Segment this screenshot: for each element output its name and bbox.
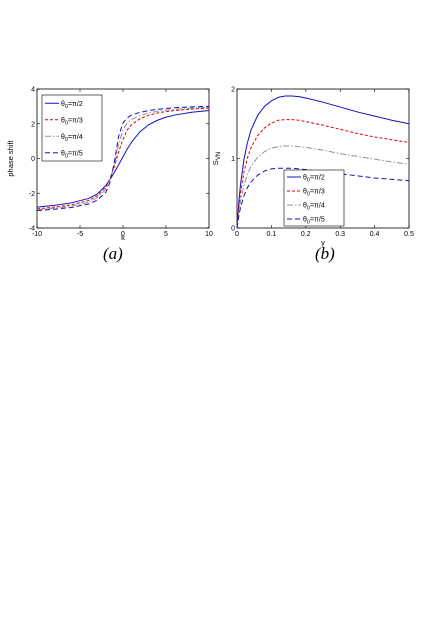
series-line-3 — [36, 106, 210, 211]
caption-a: (a) — [103, 244, 123, 263]
series-line-4 — [236, 167, 410, 229]
y-axis-label: SVN — [211, 152, 222, 165]
x-tick-label: 0.3 — [335, 231, 345, 238]
x-tick-label: -10 — [32, 231, 42, 238]
y-tick-label: -2 — [29, 191, 35, 198]
caption-b: (b) — [315, 244, 335, 263]
y-tick-label: 2 — [31, 121, 35, 128]
legend-box — [41, 94, 103, 162]
y-tick-label: -4 — [29, 226, 35, 233]
legend: θ0=π/2 θ0=π/3 θ0=π/4 θ0=π/5 — [41, 94, 103, 162]
y-tick-label: 0 — [231, 226, 235, 233]
legend-label-3: θ0=π/4 — [303, 203, 325, 212]
y-tick-label: 4 — [31, 87, 35, 94]
legend-label-4: θ0=π/5 — [61, 150, 83, 159]
chart-a-phase-shift: -10 -5 0 5 10 -4 -2 0 2 4 k phase shift θ0=π/2 θ0=π/3… — [6, 87, 213, 243]
x-tick-label: -5 — [77, 231, 83, 238]
x-tick-label: 0.1 — [267, 231, 277, 238]
x-tick-label: 5 — [164, 231, 168, 238]
legend-label-2: θ0=π/3 — [61, 117, 83, 126]
x-axis-label: k — [121, 233, 125, 242]
y-tick-label: 0 — [31, 156, 35, 163]
series-line-3 — [236, 145, 410, 229]
x-tick-label: 0 — [121, 231, 125, 238]
x-tick-label: 10 — [205, 231, 213, 238]
x-tick-label: 0.4 — [370, 231, 380, 238]
series-line-1 — [36, 110, 210, 208]
x-axis-label: γ — [321, 238, 325, 247]
legend-label-1: θ0=π/2 — [303, 175, 325, 184]
y-tick-label: 2 — [231, 87, 235, 94]
y-axis-label: phase shift — [6, 139, 15, 176]
series-line-2 — [36, 107, 210, 210]
legend-box — [283, 169, 345, 227]
series-line-4 — [36, 105, 210, 212]
chart-b-entropy: 0 0.1 0.2 0.3 0.4 0.5012γSVNθ0=π/2θ0=π/3θ0=π/… — [211, 87, 414, 248]
legend-label-1: θ0=π/2 — [61, 101, 83, 110]
legend-label-4: θ0=π/5 — [303, 217, 325, 226]
y-tick-label: 1 — [231, 156, 235, 163]
legend-label-3: θ0=π/4 — [61, 134, 83, 143]
series-line-2 — [236, 119, 410, 229]
x-tick-label: 0 — [235, 231, 239, 238]
x-tick-label: 0.2 — [301, 231, 311, 238]
legend-label-2: θ0=π/3 — [303, 189, 325, 198]
legend: θ0=π/2 θ0=π/3 θ0=π/4 θ0=π/5 — [283, 169, 345, 227]
series-line-1 — [236, 95, 410, 229]
x-tick-label: 0.5 — [404, 231, 414, 238]
